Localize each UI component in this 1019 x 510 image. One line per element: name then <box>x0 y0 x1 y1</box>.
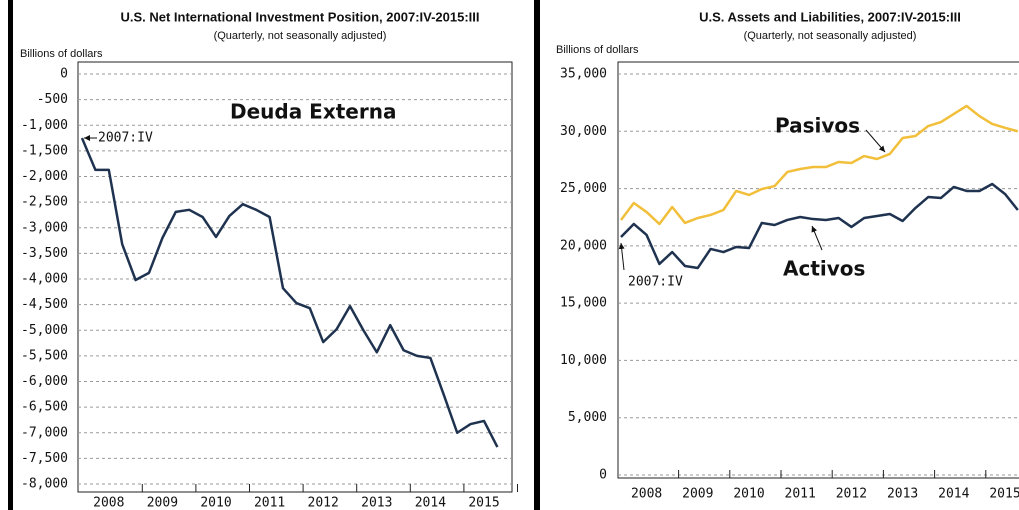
y-tick-label: 30,000 <box>560 124 607 139</box>
y-tick-label: -6,500 <box>21 400 68 415</box>
x-tick-label: 2008 <box>631 487 662 502</box>
y-tick-label: -4,000 <box>21 272 68 287</box>
y-tick-label: -7,500 <box>21 451 68 466</box>
series-annotation: Deuda Externa <box>230 100 396 124</box>
plot-frame <box>617 61 1019 479</box>
x-tick-label: 2013 <box>887 487 918 502</box>
x-tick-label: 2009 <box>147 496 178 510</box>
y-tick-label: -7,000 <box>21 425 68 440</box>
x-tick-label: 2012 <box>308 496 339 510</box>
chart-title: U.S. Net International Investment Positi… <box>120 9 479 24</box>
y-tick-label: 10,000 <box>560 353 607 368</box>
annotation-arrow <box>811 225 823 251</box>
x-tick-label: 2010 <box>733 487 764 502</box>
x-tick-label: 2015 <box>468 496 499 510</box>
y-tick-label: -4,500 <box>21 297 68 312</box>
x-tick-label: 2012 <box>836 487 867 502</box>
y-tick-label: -6,000 <box>21 374 68 389</box>
y-tick-label: 25,000 <box>560 181 607 196</box>
y-tick-label: -500 <box>37 92 68 107</box>
x-tick-label: 2014 <box>415 496 446 510</box>
y-tick-label: 35,000 <box>560 67 607 82</box>
annotation: 2007:IV <box>628 275 683 290</box>
y-tick-label: -1,500 <box>21 143 68 158</box>
x-tick-label: 2015 <box>989 487 1019 502</box>
y-tick-label: -2,500 <box>21 195 68 210</box>
x-tick-label: 2010 <box>200 496 231 510</box>
y-tick-label: -5,500 <box>21 348 68 363</box>
series-annotation: Pasivos <box>775 114 860 138</box>
y-tick-label: -8,000 <box>21 477 68 492</box>
y-tick-label: 0 <box>599 468 607 483</box>
separator-bar <box>534 0 540 510</box>
y-axis-label: Billions of dollars <box>20 48 103 60</box>
annotation: 2007:IV <box>98 131 153 146</box>
y-tick-label: 5,000 <box>568 410 607 425</box>
x-tick-label: 2011 <box>254 496 285 510</box>
y-tick-label: -3,500 <box>21 246 68 261</box>
plot-frame <box>77 61 513 493</box>
x-tick-label: 2008 <box>93 496 124 510</box>
x-tick-label: 2011 <box>785 487 816 502</box>
annotation-arrow <box>618 242 625 271</box>
chart-subtitle: (Quarterly, not seasonally adjusted) <box>214 30 387 42</box>
series-line <box>80 137 499 448</box>
chart-title: U.S. Assets and Liabilities, 2007:IV-201… <box>699 9 961 24</box>
y-tick-label: 0 <box>60 67 68 82</box>
series-line <box>620 104 1019 226</box>
y-tick-label: -5,000 <box>21 323 68 338</box>
y-tick-label: -1,000 <box>21 118 68 133</box>
series-line <box>620 182 1019 270</box>
x-tick-label: 2013 <box>361 496 392 510</box>
y-tick-label: -2,000 <box>21 169 68 184</box>
y-axis-label: Billions of dollars <box>556 44 639 56</box>
x-tick-label: 2014 <box>938 487 969 502</box>
y-tick-label: -3,000 <box>21 220 68 235</box>
chart-subtitle: (Quarterly, not seasonally adjusted) <box>744 30 917 42</box>
y-tick-label: 20,000 <box>560 238 607 253</box>
annotation-arrow <box>865 129 886 153</box>
series-annotation: Activos <box>783 257 865 281</box>
y-tick-label: 15,000 <box>560 296 607 311</box>
x-tick-label: 2009 <box>682 487 713 502</box>
border-bar <box>8 0 13 510</box>
